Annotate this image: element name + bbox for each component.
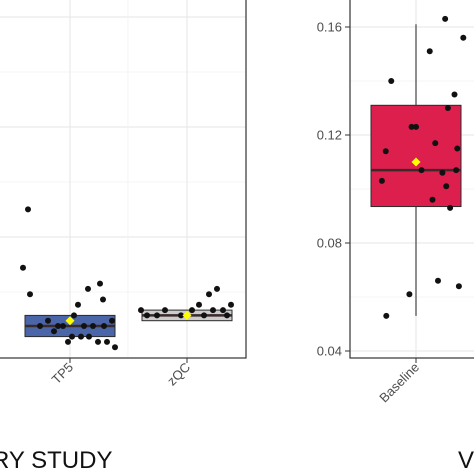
point-TP5-17 [109,317,115,324]
point-zQC-0 [138,307,144,314]
point-Baseline-11 [435,277,441,284]
point-TP5-10 [55,323,61,329]
point-TP5-24 [69,333,75,340]
point-TP5-6 [100,296,106,303]
y-tick-label-0.04: 0.04 [317,344,342,359]
point-Baseline-14 [443,183,450,190]
point-Baseline-8 [426,48,433,55]
right-panel-border [349,0,474,359]
point-Baseline-4 [406,291,413,298]
point-zQC-1 [144,312,150,319]
y-tick-label-0.16: 0.16 [317,20,342,35]
point-TP5-15 [90,323,96,329]
point-Baseline-12 [439,169,446,176]
right-y-tick-labels: 0.04 0.08 0.12 0.16 [317,20,350,359]
point-Baseline-9 [429,196,436,203]
point-zQC-13 [224,312,230,319]
point-zQC-2 [154,312,160,319]
point-Baseline-17 [451,91,458,98]
point-Baseline-7 [418,167,425,174]
point-TP5-1 [20,264,26,271]
point-Baseline-5 [408,123,415,130]
point-TP5-20 [95,338,101,345]
point-Baseline-10 [432,140,439,147]
point-TP5-11 [60,323,66,329]
point-TP5-8 [45,317,51,324]
point-TP5-5 [97,280,103,287]
point-TP5-18 [78,333,84,340]
point-Baseline-21 [460,34,467,41]
point-zQC-6 [201,312,207,319]
point-Baseline-20 [455,283,462,290]
mean-marker-zQC [182,310,192,320]
y-tick-label-0.12: 0.12 [317,128,342,143]
point-TP5-0 [25,206,31,213]
point-zQC-7 [206,291,212,298]
point-zQC-9 [214,285,220,292]
point-zQC-3 [162,307,168,314]
left-panel-border [0,0,247,359]
point-TP5-21 [104,338,110,345]
point-zQC-4 [178,312,184,319]
point-zQC-12 [196,301,202,308]
left-caption: RY STUDY [0,447,112,474]
point-Baseline-6 [413,123,419,130]
point-Baseline-16 [447,204,454,211]
mean-marker-TP5 [65,316,75,326]
point-TP5-2 [27,291,33,298]
box-Baseline [370,104,462,208]
point-Baseline-3 [388,78,395,84]
point-zQC-8 [210,307,216,314]
point-TP5-14 [81,323,87,329]
point-TP5-4 [85,285,91,292]
mean-marker-Baseline [411,157,421,167]
right-caption: V [458,447,474,474]
point-TP5-9 [37,323,43,329]
point-Baseline-19 [454,145,461,152]
point-zQC-5 [189,307,195,314]
point-Baseline-15 [444,105,451,111]
right-marks [370,15,467,319]
point-Baseline-2 [383,312,390,319]
y-tick-label-0.08: 0.08 [317,236,342,251]
point-zQC-10 [220,307,226,314]
point-Baseline-1 [382,148,389,155]
point-Baseline-13 [442,15,449,22]
point-TP5-7 [75,301,81,308]
point-zQC-11 [228,301,234,308]
point-TP5-3 [51,328,57,335]
point-TP5-19 [86,333,92,340]
point-TP5-22 [65,338,71,345]
point-TP5-13 [71,312,77,319]
point-Baseline-0 [378,177,385,184]
left-marks [20,206,234,351]
left-grid [0,0,246,358]
point-TP5-16 [101,323,107,329]
point-Baseline-18 [453,167,460,174]
point-TP5-23 [112,344,118,351]
